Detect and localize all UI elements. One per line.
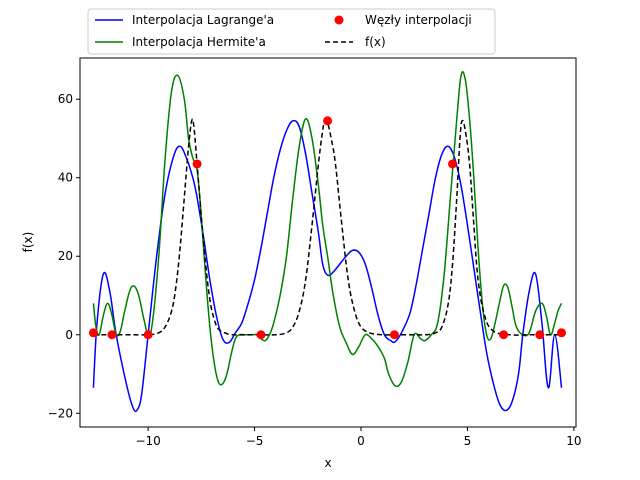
x-tick-label: 0 <box>357 434 365 448</box>
x-axis-label: x <box>324 456 331 470</box>
legend-swatch-nodes <box>334 15 344 25</box>
legend-label-nodes: Węzły interpolacji <box>365 13 472 27</box>
series-line-lagrange <box>92 119 563 413</box>
y-axis-ticks: −20 0 20 40 60 <box>48 92 80 420</box>
interpolation-node-point <box>499 330 509 340</box>
interpolation-node-point <box>143 330 153 340</box>
interpolation-node-point <box>448 159 458 169</box>
x-axis-ticks: −10 −5 0 5 10 <box>135 427 582 448</box>
y-tick-label: −20 <box>48 406 73 420</box>
interpolation-node-point <box>88 328 98 338</box>
x-tick-label: 5 <box>464 434 472 448</box>
interpolation-node-point <box>107 330 117 340</box>
legend-label-lagrange: Interpolacja Lagrange'a <box>132 13 274 27</box>
interpolation-node-point <box>535 330 545 340</box>
legend-label-fx: f(x) <box>365 35 386 49</box>
interpolation-node-point <box>323 116 333 126</box>
nodes-layer <box>88 116 567 340</box>
series-line-hermite <box>92 71 563 388</box>
legend-box <box>87 8 496 55</box>
y-tick-label: 0 <box>65 328 73 342</box>
x-tick-label: −10 <box>135 434 160 448</box>
interpolation-node-point <box>557 328 567 338</box>
plot-area-frame <box>79 57 577 428</box>
legend-label-hermite: Interpolacja Hermite'a <box>132 35 266 49</box>
y-tick-label: 20 <box>58 249 73 263</box>
series-line-fx <box>93 118 562 336</box>
y-axis-label: f(x) <box>21 232 35 253</box>
series-layer <box>92 71 563 413</box>
interpolation-node-point <box>256 330 266 340</box>
y-tick-label: 40 <box>58 171 73 185</box>
interpolation-node-point <box>389 330 399 340</box>
legend: Interpolacja Lagrange'a Interpolacja Her… <box>87 8 496 55</box>
x-tick-label: −5 <box>246 434 264 448</box>
y-tick-label: 60 <box>58 92 73 106</box>
x-tick-label: 10 <box>566 434 581 448</box>
interpolation-node-point <box>192 159 202 169</box>
